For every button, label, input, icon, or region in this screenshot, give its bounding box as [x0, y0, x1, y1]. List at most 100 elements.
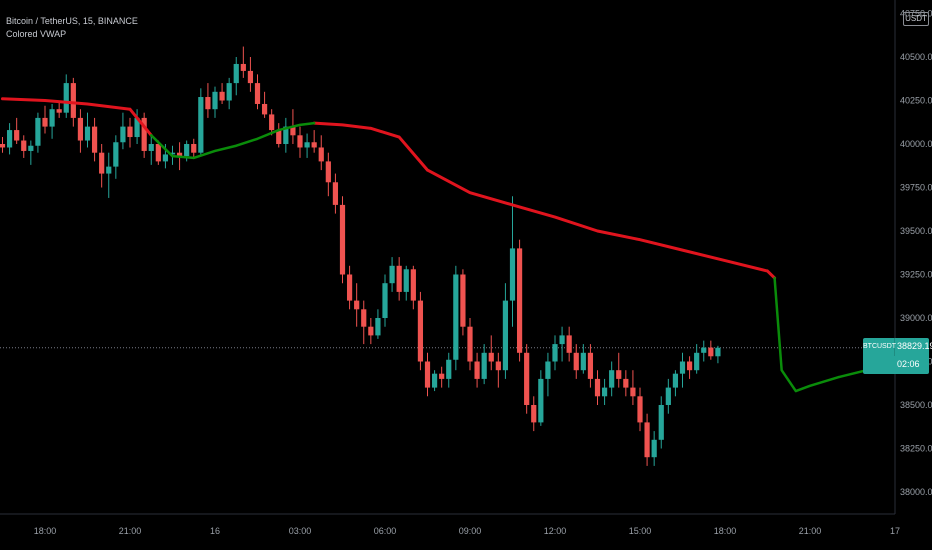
candle-body: [14, 130, 20, 141]
candle-body: [587, 352, 594, 379]
candle-body: [205, 97, 211, 110]
candle-body: [545, 361, 551, 379]
price-tag-value: 38829.19: [897, 341, 932, 351]
time-tick-label: 16: [210, 526, 220, 536]
candle-body: [233, 63, 239, 84]
candle-body: [0, 144, 6, 148]
candle-body: [304, 142, 310, 148]
candle-body: [616, 370, 622, 379]
candle-body: [424, 361, 431, 388]
time-tick-label: 17: [890, 526, 900, 536]
candle-body: [346, 274, 353, 301]
candle-body: [609, 370, 615, 388]
candle-body: [516, 248, 523, 353]
candles-group: [0, 46, 721, 466]
candle-body: [99, 152, 105, 174]
candle-body: [389, 265, 395, 284]
candle-body: [396, 265, 402, 292]
candle-body: [77, 117, 84, 141]
candle-body: [580, 352, 586, 371]
candle-body: [311, 142, 317, 148]
candle-body: [35, 117, 41, 146]
candle-body: [552, 344, 558, 362]
time-tick-label: 18:00: [714, 526, 737, 536]
price-tick-label: 38000.00: [900, 487, 932, 497]
candle-body: [382, 283, 388, 318]
candle-body: [297, 135, 303, 148]
candle-body: [375, 318, 381, 336]
candle-body: [708, 347, 714, 357]
bar-countdown: 02:06: [897, 359, 920, 369]
candle-body: [686, 361, 693, 371]
candle-body: [651, 439, 657, 458]
price-tick-label: 39500.00: [900, 226, 932, 236]
candle-body: [162, 154, 169, 162]
candle-body: [573, 352, 579, 371]
candle-body: [42, 117, 48, 127]
candle-body: [155, 144, 161, 162]
candle-body: [134, 117, 140, 138]
candle-body: [658, 405, 664, 440]
candle-body: [169, 152, 176, 155]
candle-body: [566, 335, 572, 353]
candle-body: [630, 387, 636, 397]
candle-body: [276, 130, 282, 144]
candle-body: [127, 126, 133, 138]
candle-body: [594, 378, 601, 397]
candle-body: [417, 300, 424, 362]
candle-body: [113, 142, 119, 167]
price-tick-label: 40000.00: [900, 139, 932, 149]
candle-body: [502, 300, 509, 371]
price-tick-label: 38500.00: [900, 400, 932, 410]
candle-body: [28, 145, 34, 151]
candle-body: [141, 117, 147, 151]
candle-body: [269, 114, 275, 131]
currency-badge[interactable]: USDT: [903, 12, 929, 26]
candle-body: [106, 166, 112, 174]
candle-body: [637, 396, 643, 423]
candle-body: [21, 140, 27, 151]
time-tick-label: 21:00: [119, 526, 142, 536]
candle-body: [410, 269, 416, 301]
candle-body: [84, 126, 91, 141]
time-tick-label: 15:00: [629, 526, 652, 536]
vwap-line-bearish: [1, 97, 777, 280]
candle-body: [198, 97, 204, 153]
price-tick-label: 40750.00: [900, 9, 932, 19]
candle-body: [325, 161, 331, 183]
time-tick-label: 21:00: [799, 526, 822, 536]
candle-body: [368, 326, 374, 336]
candle-body: [318, 147, 324, 162]
candle-body: [49, 109, 55, 127]
candle-body: [431, 373, 438, 388]
price-tag-symbol: BTCUSDT: [863, 338, 896, 356]
price-tick-label: 40250.00: [900, 96, 932, 106]
candle-body: [531, 405, 537, 423]
candle-body: [354, 300, 360, 310]
candle-body: [6, 130, 13, 148]
candle-body: [453, 274, 459, 360]
candle-body: [474, 361, 480, 379]
candle-body: [219, 91, 225, 101]
candle-body: [524, 352, 530, 405]
time-tick-label: 12:00: [544, 526, 567, 536]
candle-body: [261, 103, 268, 115]
time-tick-label: 06:00: [374, 526, 397, 536]
candle-body: [361, 309, 367, 327]
vwap-line-bullish: [150, 121, 890, 393]
price-tick-label: 39750.00: [900, 183, 932, 193]
price-tick-label: 39250.00: [900, 270, 932, 280]
price-tick-label: 38250.00: [900, 444, 932, 454]
candle-body: [332, 182, 339, 205]
chart-legend: Bitcoin / TetherUS, 15, BINANCE Colored …: [6, 15, 138, 41]
candle-body: [481, 352, 487, 379]
symbol-title: Bitcoin / TetherUS, 15, BINANCE: [6, 16, 138, 26]
candle-body: [63, 83, 69, 113]
candle-body: [56, 109, 62, 113]
candle-body: [644, 422, 650, 458]
candle-body: [495, 361, 501, 371]
indicator-name[interactable]: Colored VWAP: [6, 29, 67, 39]
candle-body: [439, 373, 445, 379]
candle-body: [339, 204, 346, 275]
